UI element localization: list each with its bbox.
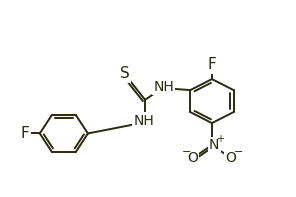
Text: O: O (187, 151, 198, 165)
Text: N: N (209, 138, 219, 152)
Text: O: O (226, 151, 237, 165)
Text: S: S (120, 66, 129, 81)
Text: −: − (182, 147, 191, 157)
Text: −: − (234, 147, 243, 157)
Text: F: F (21, 126, 30, 141)
Text: F: F (207, 57, 216, 72)
Text: NH: NH (133, 113, 154, 127)
Text: NH: NH (153, 80, 174, 94)
Text: +: + (215, 134, 223, 144)
